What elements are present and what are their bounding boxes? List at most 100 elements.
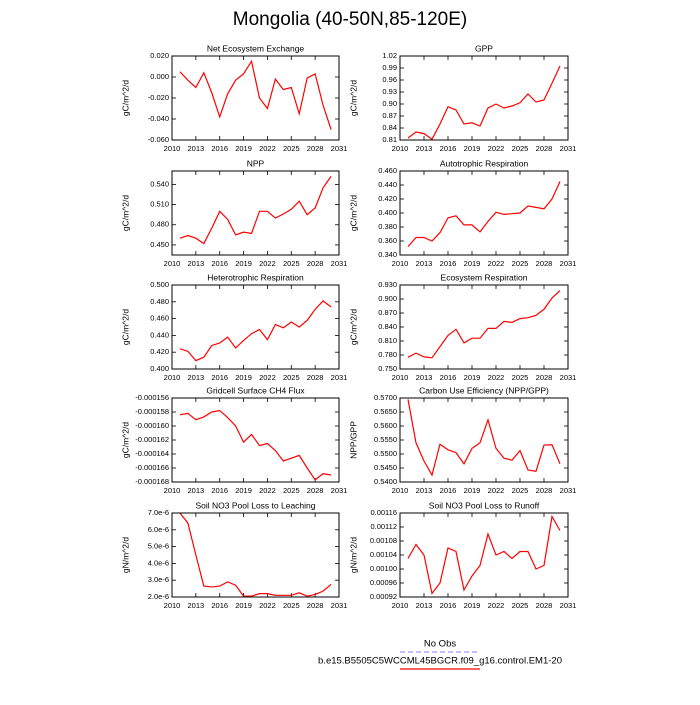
data-line (179, 409, 332, 481)
x-tick-label: 2013 (416, 144, 433, 153)
y-tick-label: 3.0e-6 (148, 575, 169, 584)
y-tick-label: 0.870 (378, 308, 397, 317)
y-tick-label: 0.5550 (374, 435, 397, 444)
x-tick-label: 2028 (536, 486, 553, 495)
x-tick-label: 2025 (512, 259, 529, 268)
x-tick-label: 2031 (331, 144, 348, 153)
y-tick-label: 0.00100 (370, 564, 397, 573)
x-tick-label: 2013 (188, 486, 205, 495)
data-line (407, 399, 561, 477)
y-tick-label: -0.000160 (135, 421, 169, 430)
y-tick-label: -0.000164 (135, 449, 169, 458)
data-line (407, 514, 561, 595)
x-tick-label: 2022 (259, 486, 276, 495)
x-tick-label: 2031 (560, 259, 577, 268)
x-tick-label: 2013 (188, 601, 205, 610)
y-axis-label: gC/m^2/d (348, 195, 358, 231)
data-line (179, 512, 332, 597)
panel-title: Heterotrophic Respiration (207, 272, 304, 282)
y-tick-label: 0.480 (150, 220, 169, 229)
legend-label: No Obs (424, 639, 456, 650)
data-line (407, 290, 561, 359)
panel-title: Soil NO3 Pool Loss to Leaching (195, 500, 315, 510)
y-tick-label: 0.450 (150, 240, 169, 249)
y-tick-label: 0.5600 (374, 421, 397, 430)
x-tick-label: 2019 (235, 144, 252, 153)
data-line (179, 300, 332, 362)
x-tick-label: 2019 (464, 373, 481, 382)
y-tick-label: 0.480 (150, 297, 169, 306)
y-tick-label: 0.99 (382, 63, 397, 72)
x-tick-label: 2022 (259, 259, 276, 268)
x-tick-label: 2016 (440, 144, 457, 153)
y-tick-label: 0.440 (150, 330, 169, 339)
x-tick-label: 2013 (416, 601, 433, 610)
y-tick-label: 0.5500 (374, 449, 397, 458)
x-tick-label: 2019 (464, 601, 481, 610)
y-tick-label: 6.0e-6 (148, 525, 169, 534)
y-tick-label: 2.0e-6 (148, 592, 169, 601)
x-tick-label: 2010 (392, 373, 409, 382)
plot-frame (399, 512, 569, 598)
x-tick-label: 2025 (283, 486, 300, 495)
x-tick-label: 2010 (392, 259, 409, 268)
y-axis-label: gC/m^2/d (120, 80, 130, 116)
plot-frame (171, 284, 340, 370)
y-tick-label: 0.810 (378, 336, 397, 345)
x-tick-label: 2013 (416, 373, 433, 382)
x-tick-label: 2010 (164, 259, 181, 268)
x-tick-label: 2010 (164, 144, 181, 153)
y-tick-label: 7.0e-6 (148, 508, 169, 517)
y-tick-label: 0.540 (150, 179, 169, 188)
x-tick-label: 2013 (416, 486, 433, 495)
x-tick-label: 2025 (512, 144, 529, 153)
x-tick-label: 2022 (259, 373, 276, 382)
x-tick-label: 2028 (307, 144, 324, 153)
y-tick-label: 0.00104 (370, 550, 397, 559)
y-tick-label: 1.02 (382, 51, 397, 60)
x-tick-label: 2022 (259, 601, 276, 610)
y-tick-label: 5.0e-6 (148, 542, 169, 551)
y-tick-label: 0.81 (382, 135, 397, 144)
x-tick-label: 2016 (440, 259, 457, 268)
x-tick-label: 2019 (235, 259, 252, 268)
data-line (179, 59, 332, 130)
y-tick-label: 0.93 (382, 87, 397, 96)
panel-title: Ecosystem Respiration (441, 272, 528, 282)
y-tick-label: -0.040 (148, 114, 169, 123)
y-axis-label: gN/m^2/d (120, 537, 130, 573)
x-tick-label: 2016 (211, 373, 228, 382)
y-tick-label: -0.020 (148, 93, 169, 102)
x-tick-label: 2019 (464, 259, 481, 268)
y-tick-label: 0.360 (378, 236, 397, 245)
y-tick-label: 4.0e-6 (148, 558, 169, 567)
x-tick-label: 2016 (211, 601, 228, 610)
plot-frame (171, 170, 340, 256)
x-tick-label: 2010 (164, 601, 181, 610)
x-tick-label: 2019 (464, 144, 481, 153)
x-tick-label: 2025 (283, 373, 300, 382)
x-tick-label: 2028 (307, 486, 324, 495)
x-tick-label: 2031 (331, 601, 348, 610)
y-tick-label: 0.340 (378, 250, 397, 259)
data-line (179, 176, 332, 245)
panel-title: Net Ecosystem Exchange (207, 43, 305, 53)
x-tick-label: 2010 (392, 144, 409, 153)
panel-title: Autotrophic Respiration (440, 158, 529, 168)
y-axis-label: gC/m^2/d (120, 422, 130, 458)
x-tick-label: 2019 (235, 486, 252, 495)
y-tick-label: -0.000162 (135, 435, 169, 444)
y-tick-label: 0.00112 (370, 522, 397, 531)
y-tick-label: 0.84 (382, 123, 397, 132)
x-tick-label: 2031 (331, 373, 348, 382)
x-tick-label: 2016 (440, 601, 457, 610)
x-tick-label: 2025 (283, 259, 300, 268)
y-tick-label: 0.5700 (374, 393, 397, 402)
plot-frame (399, 55, 569, 141)
x-tick-label: 2028 (536, 601, 553, 610)
legend-label: b.e15.B5505C5WCCML45BGCR.f09_g16.control… (318, 656, 562, 667)
x-tick-label: 2031 (560, 486, 577, 495)
panel-title: Soil NO3 Pool Loss to Runoff (429, 500, 540, 510)
y-tick-label: -0.000158 (135, 407, 169, 416)
